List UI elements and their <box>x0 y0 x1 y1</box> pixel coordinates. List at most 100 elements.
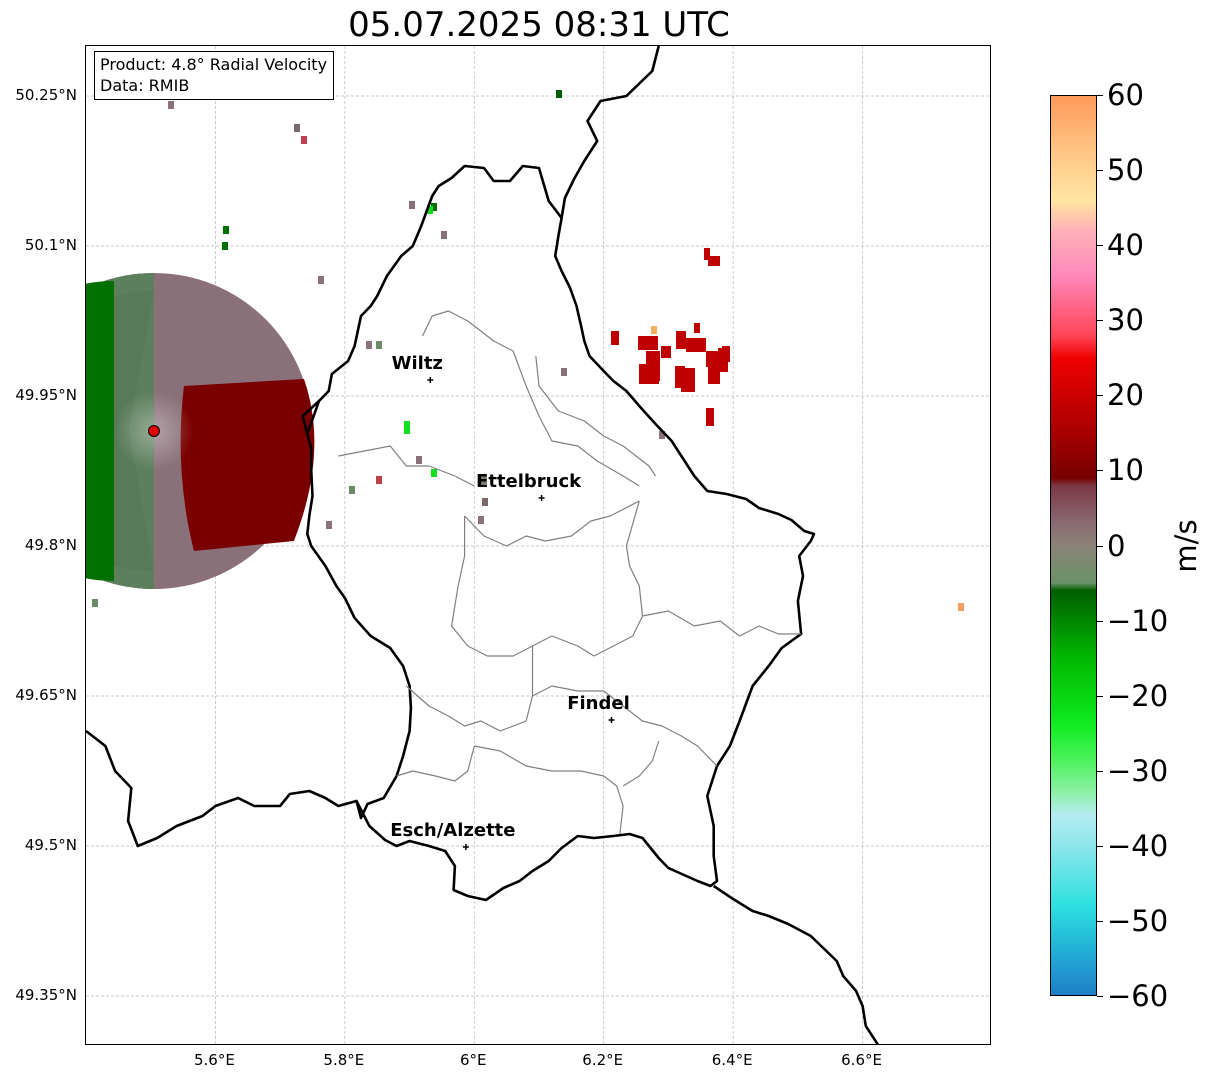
echo-speck <box>404 426 410 434</box>
national-border <box>86 729 357 848</box>
colorbar-tick-label: 60 <box>1107 78 1144 112</box>
canton-border <box>421 310 514 352</box>
lon-tick-label: 6.6°E <box>841 1051 882 1069</box>
canton-border <box>474 745 624 835</box>
echo-speck <box>431 469 437 477</box>
city-marker <box>427 377 434 383</box>
lat-tick-label: 49.5°N <box>24 836 77 854</box>
colorbar-tick-mark <box>1097 845 1103 847</box>
colorbar-tick-label: −20 <box>1107 678 1169 713</box>
city-markers <box>427 377 615 850</box>
city-label: Ettelbruck <box>476 471 582 492</box>
colorbar-tick-label: 40 <box>1107 228 1144 263</box>
echo-cell <box>681 368 695 392</box>
echo-speck <box>168 101 174 109</box>
echo-cell <box>639 364 659 384</box>
colorbar-unit-label: m/s <box>1169 519 1203 573</box>
colorbar-tick-label: −40 <box>1107 828 1169 863</box>
colorbar-tick-label: 10 <box>1107 453 1144 488</box>
product-label: Product: 4.8° Radial Velocity <box>100 55 328 74</box>
echo-speck <box>222 242 228 250</box>
lon-tick-label: 6°E <box>460 1051 487 1069</box>
echo-speck <box>431 203 437 211</box>
echo-cell <box>676 331 686 349</box>
chart-title: 05.07.2025 08:31 UTC <box>348 5 730 45</box>
city-label: Wiltz <box>391 353 443 374</box>
canton-border <box>464 500 640 547</box>
echo-speck <box>318 276 324 284</box>
colorbar-tick-mark <box>1097 170 1103 172</box>
colorbar-tick-mark <box>1097 920 1103 922</box>
colorbar-tick-mark <box>1097 620 1103 622</box>
city-marker <box>608 717 615 723</box>
colorbar-tick-label: −30 <box>1107 753 1169 788</box>
colorbar-tick-label: 20 <box>1107 378 1144 413</box>
luxembourg-border <box>306 164 816 902</box>
colorbar-tick-mark <box>1097 95 1103 96</box>
echo-speck <box>482 498 488 506</box>
echo-speck <box>404 421 410 429</box>
colorbar-tick-mark <box>1097 545 1103 547</box>
data-source-label: Data: RMIB <box>100 76 190 95</box>
canton-border <box>451 516 533 657</box>
echo-speck <box>556 90 562 98</box>
echo-cell <box>722 346 730 362</box>
radar-echoes <box>86 90 964 611</box>
echo-speck <box>651 326 657 334</box>
echo-speck <box>427 206 433 214</box>
echo-speck <box>326 521 332 529</box>
echo-speck <box>958 603 964 611</box>
national-border <box>712 884 880 1044</box>
city-label: Findel <box>567 693 630 714</box>
map-panel[interactable] <box>85 45 991 1045</box>
colorbar-tick-mark <box>1097 996 1103 997</box>
echo-cell <box>638 336 658 350</box>
echo-speck <box>409 201 415 209</box>
lat-tick-label: 49.95°N <box>15 386 77 404</box>
colorbar-tick-label: −10 <box>1107 603 1169 638</box>
colorbar-tick-label: −60 <box>1107 979 1169 1013</box>
colorbar-tick-mark <box>1097 470 1103 472</box>
echo-cell <box>611 331 619 345</box>
canton-border <box>532 615 644 657</box>
city-marker <box>538 495 545 501</box>
city-label: Esch/Alzette <box>390 820 516 841</box>
borders <box>86 46 880 1044</box>
radar-site-marker <box>147 425 160 437</box>
canton-border <box>642 610 802 637</box>
echo-cell <box>708 256 720 266</box>
canton-border <box>338 445 475 487</box>
lon-tick-label: 6.4°E <box>711 1051 753 1069</box>
city-marker <box>462 844 469 850</box>
colorbar-tick-mark <box>1097 245 1103 247</box>
canton-border <box>622 740 660 787</box>
echo-approaching-core <box>86 281 114 581</box>
echo-cell <box>708 366 720 384</box>
echo-speck <box>376 476 382 484</box>
lat-tick-label: 50.25°N <box>15 86 77 104</box>
echo-cell <box>661 346 671 358</box>
echo-speck <box>92 599 98 607</box>
echo-cell <box>706 351 720 367</box>
canton-border <box>535 355 657 477</box>
echo-speck <box>366 341 372 349</box>
echo-speck <box>349 486 355 494</box>
colorbar-tick-label: 50 <box>1107 153 1144 188</box>
echo-cell <box>706 408 714 426</box>
canton-border <box>625 500 644 617</box>
echo-cell <box>704 248 710 260</box>
echo-speck <box>478 516 484 524</box>
echo-speck <box>294 124 300 132</box>
echo-speck <box>659 431 665 439</box>
lon-tick-label: 5.8°E <box>323 1051 365 1069</box>
echo-speck <box>561 368 567 376</box>
colorbar-tick-label: 0 <box>1107 528 1126 563</box>
info-box: Product: 4.8° Radial Velocity Data: RMIB <box>94 51 335 100</box>
colorbar-tick-mark <box>1097 320 1103 322</box>
colorbar-tick-mark <box>1097 395 1103 397</box>
national-border <box>301 400 320 435</box>
lat-tick-label: 49.8°N <box>24 536 77 554</box>
lat-tick-label: 49.65°N <box>15 686 77 704</box>
canton-border <box>405 646 534 732</box>
colorbar-tick-mark <box>1097 695 1103 697</box>
